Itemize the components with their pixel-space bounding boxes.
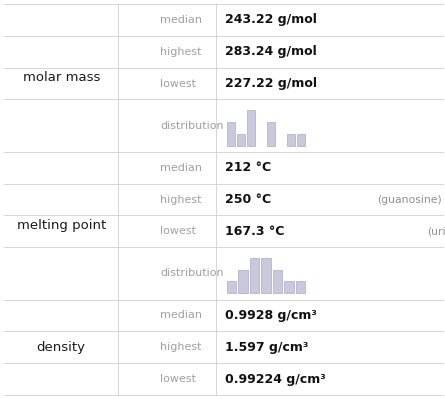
Text: 1.597 g/cm³: 1.597 g/cm³ [225, 341, 308, 354]
Text: distribution: distribution [160, 120, 224, 130]
Bar [227, 281, 236, 293]
Text: 212 °C: 212 °C [225, 161, 271, 174]
Text: 283.24 g/mol: 283.24 g/mol [225, 45, 316, 58]
Text: median: median [160, 15, 202, 25]
Bar [267, 122, 275, 146]
Text: melting point: melting point [16, 219, 106, 232]
Bar [284, 281, 294, 293]
Bar [227, 122, 235, 146]
Bar [237, 134, 245, 146]
Bar [250, 258, 259, 293]
Text: 243.22 g/mol: 243.22 g/mol [225, 14, 316, 26]
Bar [261, 258, 271, 293]
Text: (guanosine): (guanosine) [377, 194, 442, 205]
Bar [287, 134, 295, 146]
Bar [295, 281, 305, 293]
Bar [239, 270, 248, 293]
Text: distribution: distribution [160, 269, 224, 279]
Bar [247, 110, 255, 146]
Text: (uridine): (uridine) [427, 226, 445, 236]
Text: 0.9928 g/cm³: 0.9928 g/cm³ [225, 309, 316, 322]
Text: median: median [160, 310, 202, 320]
Text: molar mass: molar mass [23, 71, 100, 84]
Text: density: density [36, 341, 86, 354]
Text: median: median [160, 163, 202, 173]
Text: highest: highest [160, 194, 202, 205]
Bar [297, 134, 305, 146]
Text: highest: highest [160, 342, 202, 352]
Text: 250 °C: 250 °C [225, 193, 271, 206]
Text: lowest: lowest [160, 374, 196, 384]
Text: 227.22 g/mol: 227.22 g/mol [225, 77, 317, 90]
Text: lowest: lowest [160, 226, 196, 236]
Text: highest: highest [160, 47, 202, 57]
Text: 167.3 °C: 167.3 °C [225, 225, 284, 238]
Bar [273, 270, 282, 293]
Text: 0.99224 g/cm³: 0.99224 g/cm³ [225, 373, 325, 385]
Text: lowest: lowest [160, 79, 196, 89]
